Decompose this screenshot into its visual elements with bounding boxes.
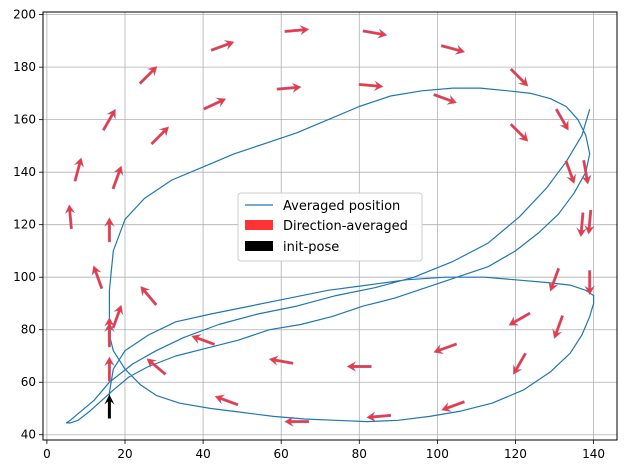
direction-arrow — [104, 356, 115, 382]
x-tick-label: 80 — [352, 447, 367, 461]
grid — [43, 12, 617, 440]
direction-arrow — [284, 24, 310, 36]
legend-label-direction: Direction-averaged — [283, 219, 408, 234]
y-tick-label: 60 — [21, 375, 36, 389]
y-tick-label: 120 — [13, 218, 36, 232]
axis-ticks: 0 20 40 60 80 100 120 140 40 60 80 100 120 140 160 180 2… — [13, 8, 605, 461]
init-pose-layer — [104, 394, 115, 419]
direction-arrow — [433, 342, 458, 355]
direction-arrow — [210, 40, 235, 52]
direction-arrow — [276, 82, 302, 94]
direction-arrow — [554, 108, 569, 131]
direction-arrow — [203, 97, 227, 111]
direction-arrow — [509, 123, 529, 142]
plot-lines — [65, 87, 595, 424]
y-tick-label: 80 — [21, 323, 36, 337]
direction-arrow — [509, 67, 529, 87]
x-tick-label: 100 — [426, 447, 449, 461]
direction-arrow — [548, 267, 561, 292]
legend: Averaged position Direction-averaged ini… — [237, 192, 423, 262]
y-tick-label: 200 — [13, 8, 36, 22]
legend-arrow-swatch — [245, 220, 273, 230]
legend-label-position: Averaged position — [283, 199, 400, 214]
direction-arrow — [433, 93, 458, 105]
x-tick-label: 20 — [117, 447, 132, 461]
legend-init-swatch — [245, 241, 273, 251]
direction-arrow — [366, 411, 392, 422]
direction-arrow — [358, 80, 384, 92]
legend-box — [237, 192, 423, 262]
direction-arrow — [64, 204, 76, 230]
x-tick-label: 120 — [504, 447, 527, 461]
plot-frame — [42, 11, 618, 441]
direction-arrow — [564, 160, 577, 185]
direction-arrow — [214, 394, 239, 407]
direction-arrow — [146, 358, 167, 376]
legend-label-init: init-pose — [283, 240, 339, 255]
averaged-position-line — [65, 87, 595, 424]
direction-arrow — [268, 355, 294, 366]
init-pose-arrow — [104, 394, 115, 419]
direction-arrow — [284, 416, 310, 427]
direction-arrow — [101, 108, 116, 132]
direction-arrow — [104, 317, 115, 343]
direction-arrow — [111, 165, 124, 190]
y-tick-label: 40 — [21, 428, 36, 442]
direction-arrow — [581, 159, 592, 185]
x-tick-label: 0 — [43, 447, 51, 461]
direction-arrow — [441, 400, 466, 412]
direction-arrow — [552, 315, 565, 339]
direction-arrow — [191, 334, 216, 346]
direction-arrow — [584, 209, 595, 235]
y-tick-label: 100 — [13, 270, 36, 284]
x-tick-label: 140 — [582, 447, 605, 461]
x-tick-label: 60 — [274, 447, 289, 461]
direction-arrow — [140, 285, 158, 306]
direction-arrow — [440, 44, 466, 55]
direction-arrow — [508, 311, 531, 326]
direction-arrow — [138, 66, 158, 85]
direction-arrow — [346, 361, 372, 372]
direction-arrow — [362, 28, 388, 39]
y-tick-label: 160 — [13, 113, 36, 127]
direction-arrows — [64, 24, 596, 427]
direction-arrow — [104, 217, 115, 243]
direction-arrow — [73, 157, 85, 182]
direction-arrow — [513, 352, 527, 375]
direction-arrow — [111, 304, 124, 329]
direction-arrow — [576, 212, 587, 238]
direction-arrow — [584, 270, 596, 296]
direction-arrow — [91, 265, 104, 290]
direction-arrow — [150, 126, 170, 146]
y-tick-label: 180 — [13, 60, 36, 74]
y-tick-label: 140 — [13, 165, 36, 179]
x-tick-label: 40 — [195, 447, 210, 461]
